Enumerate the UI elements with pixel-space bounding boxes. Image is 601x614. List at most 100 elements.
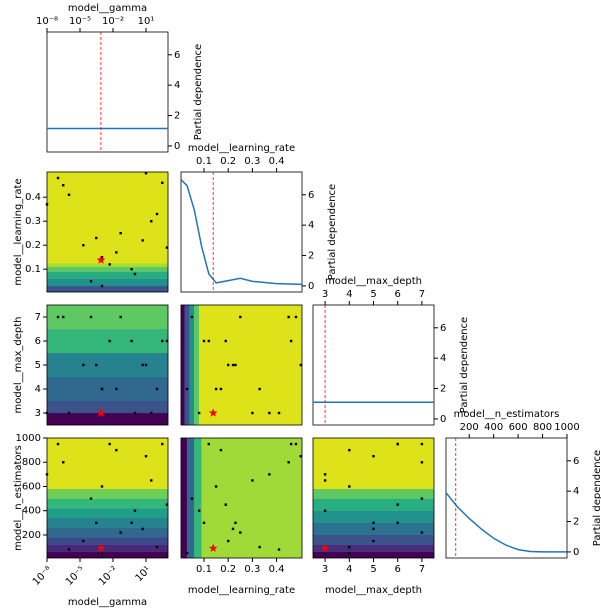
y-axis-label: Partial dependence [459,317,470,413]
best-point [208,543,218,552]
x-tick-label: 10⁻⁸ [36,16,58,27]
x-tick-label: 10⁻⁸ [31,564,54,587]
sample-point [161,339,164,343]
axes-frame [46,31,169,153]
contour-band [46,271,169,279]
axes-frame [180,437,303,559]
x-tick-label: 7 [419,289,425,300]
sample-point [141,363,144,367]
sample-point [323,479,327,482]
y-tick-label: 6 [174,50,180,61]
contour-band [198,304,303,426]
y-tick-label: 4 [174,80,180,91]
sample-point [214,485,218,488]
contour-band [312,488,435,499]
sample-point [155,545,159,549]
sample-point [294,315,298,319]
x-tick-label: 3 [322,289,328,300]
contour-band [180,437,188,559]
x-tick-label: 10⁻² [97,564,120,587]
sample-point [231,363,235,367]
sample-point [89,280,93,283]
sample-point [67,548,71,551]
x-tick-label: 0.1 [196,564,212,575]
x-tick-label: 4 [346,289,352,300]
sample-point [202,521,206,525]
sample-point [82,539,85,543]
y-tick-label: 3 [35,408,41,419]
sample-point [165,503,169,506]
sample-point [115,251,118,254]
best-point [320,543,330,552]
contour-band [46,498,169,509]
x-tick-label: 1000 [554,422,579,433]
sample-point [299,363,302,367]
sample-point [190,497,194,500]
y-tick-label: 200 [22,530,41,541]
sample-point [420,531,424,534]
contour-band [46,352,169,378]
sample-point [100,551,104,555]
sample-point [202,339,206,343]
contour-band [46,488,169,499]
contour-band [46,551,169,559]
x-tick-label: 0.2 [220,156,236,167]
partial-dependence-line [445,492,567,553]
sample-point [348,448,351,452]
sample-point [144,454,148,458]
contour-band [46,263,169,267]
y-tick-label: 0 [573,547,579,558]
y-tick-label: 6 [440,323,446,334]
sample-point [348,545,351,549]
sample-point [95,236,98,240]
sample-point [115,387,118,391]
contour-band [194,437,202,559]
y-tick-label: 0 [308,281,314,292]
sample-point [89,497,93,500]
x-tick-label: 600 [509,422,528,433]
sample-point [119,531,122,534]
sample-point [62,315,65,319]
y-tick-label: 4 [440,353,446,364]
sample-point [89,315,93,319]
axes-frame [46,437,169,559]
sample-point [100,256,104,259]
y-tick-label: 5 [35,360,41,371]
y-tick-label: 2 [440,384,446,395]
contour-band [46,266,169,272]
y-tick-label: 0.4 [25,192,41,203]
sample-point [141,527,144,531]
sample-point [420,461,424,464]
sample-point [372,454,375,458]
sample-point [299,454,302,458]
x-axis-label: model__learning_rate [188,143,295,154]
y-tick-label: 6 [573,456,579,467]
contour-band [46,508,169,519]
contour-band [46,304,169,330]
contour-band [46,171,169,264]
sample-point [155,387,159,391]
sample-point [62,184,65,187]
sample-point [287,461,290,464]
sample-point [130,268,133,271]
x-axis-label: model__max_depth [325,585,422,596]
sample-point [185,387,189,391]
sample-point [150,411,153,415]
contour-band [46,328,169,354]
x-tick-label: 10¹ [138,16,155,27]
x-tick-label: 6 [395,289,401,300]
contour-band [184,304,190,426]
contour-band [180,304,185,426]
sample-point [348,551,351,555]
sample-point [396,503,399,506]
sample-point [258,545,261,549]
y-tick-label: 2 [573,517,579,528]
sample-point [67,411,71,415]
sample-point [234,521,237,525]
y-axis-label: Partial dependence [193,44,204,140]
axes-frame [46,171,169,293]
contour-band [46,527,169,538]
sample-point [82,363,85,367]
x-tick-label: 0.3 [244,564,260,575]
sample-point [108,442,111,446]
